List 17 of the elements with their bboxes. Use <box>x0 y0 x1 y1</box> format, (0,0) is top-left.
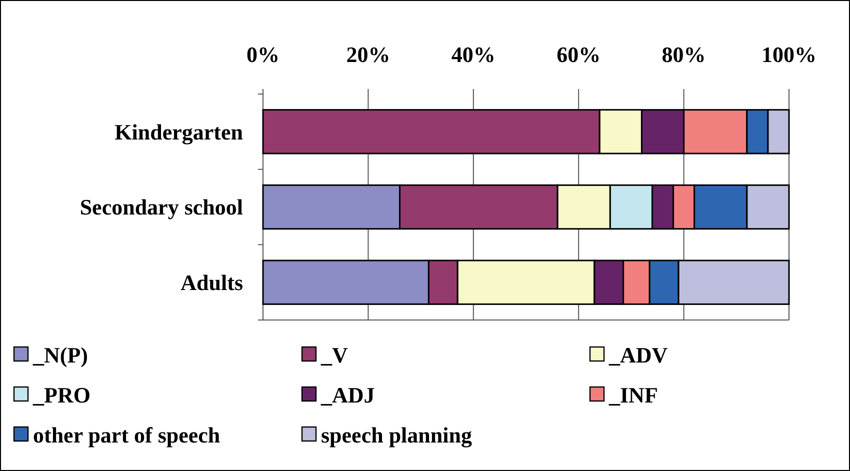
x-tick-label: 60% <box>556 42 601 67</box>
x-tick-label: 80% <box>662 42 706 67</box>
x-tick-label: 40% <box>451 42 496 67</box>
legend-label: _N(P) <box>32 342 88 368</box>
legend-label: _INF <box>608 382 658 408</box>
x-tick-label: 100% <box>762 42 816 67</box>
legend-label: speech planning <box>321 422 472 448</box>
legend-label: other part of speech <box>33 422 220 448</box>
x-tick-label: 20% <box>346 42 390 67</box>
legend-label: _PRO <box>32 382 90 408</box>
y-tick-label: Adults <box>180 270 244 296</box>
y-tick-label: Secondary school <box>80 194 243 220</box>
x-tick-label: 0% <box>246 42 280 67</box>
legend-label: _V <box>320 342 348 368</box>
legend-label: _ADV <box>608 342 668 368</box>
legend-label: _ADJ <box>320 382 375 408</box>
y-tick-label: Kindergarten <box>114 119 243 144</box>
